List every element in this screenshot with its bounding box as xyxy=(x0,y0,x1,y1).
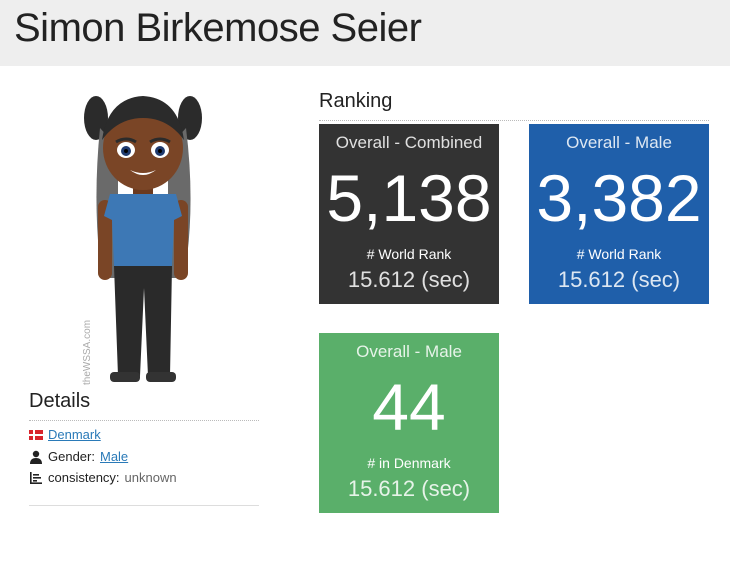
consistency-row: consistency: unknown xyxy=(29,470,177,485)
country-row: Denmark xyxy=(29,427,101,442)
rank-card-value: 3,382 xyxy=(536,161,702,235)
rank-card-overall-combined: Overall - Combined 5,138 # World Rank 15… xyxy=(319,124,499,304)
details-bottom-divider xyxy=(29,505,259,506)
gender-row: Gender: Male xyxy=(29,449,128,464)
rank-card-overall-male-denmark: Overall - Male 44 # in Denmark 15.612 (s… xyxy=(319,333,499,513)
ranking-title: Ranking xyxy=(319,90,393,112)
gender-label: Gender: xyxy=(48,449,95,464)
rank-card-label: # World Rank xyxy=(366,246,452,262)
rank-card-label: # World Rank xyxy=(576,246,662,262)
rank-card-time: 15.612 (sec) xyxy=(557,267,681,292)
avatar-watermark: theWSSA.com xyxy=(82,319,93,385)
rank-card-value: 5,138 xyxy=(326,161,492,235)
avatar-illustration xyxy=(84,96,202,382)
consistency-label: consistency: xyxy=(48,470,120,485)
rank-card-category: Overall - Combined xyxy=(335,133,483,152)
ranking-divider xyxy=(319,120,709,121)
user-icon xyxy=(30,450,42,464)
denmark-flag-icon xyxy=(29,429,43,440)
athlete-avatar xyxy=(78,88,208,388)
details-divider xyxy=(29,420,259,421)
rank-card-value: 44 xyxy=(372,370,446,444)
rank-card-category: Overall - Male xyxy=(356,342,462,361)
profile-header: Simon Birkemose Seier xyxy=(0,0,730,66)
gender-link[interactable]: Male xyxy=(99,449,129,464)
rank-card-label: # in Denmark xyxy=(367,455,451,471)
athlete-name: Simon Birkemose Seier xyxy=(14,6,422,50)
consistency-value: unknown xyxy=(124,470,177,485)
rank-card-category: Overall - Male xyxy=(566,133,672,152)
bar-chart-icon xyxy=(30,471,42,484)
rank-card-overall-male: Overall - Male 3,382 # World Rank 15.612… xyxy=(529,124,709,304)
country-link[interactable]: Denmark xyxy=(48,427,101,442)
details-title: Details xyxy=(29,390,91,412)
rank-card-time: 15.612 (sec) xyxy=(347,267,471,292)
rank-card-time: 15.612 (sec) xyxy=(347,476,471,501)
